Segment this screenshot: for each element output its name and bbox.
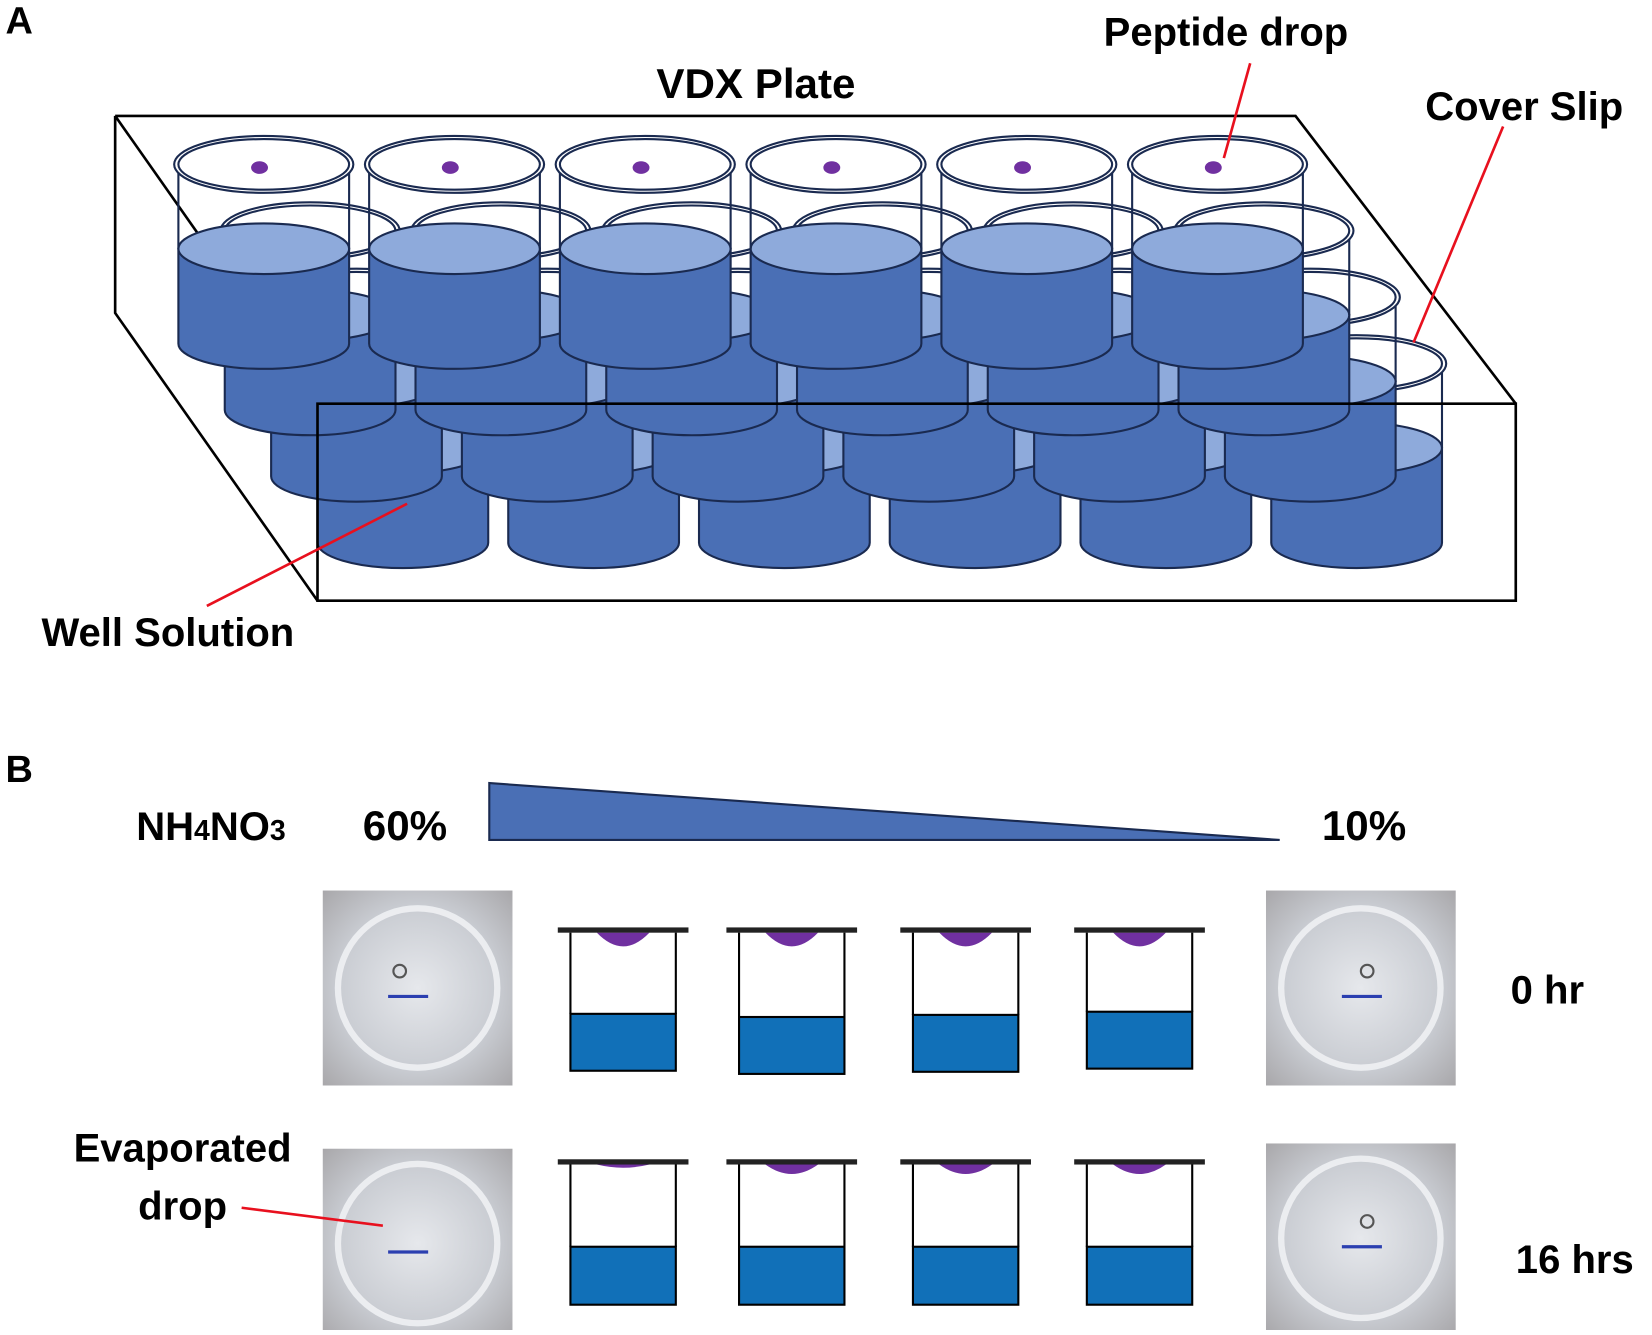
formula-part: 4 xyxy=(194,815,210,847)
formula-part: NH xyxy=(136,805,194,849)
peptide-drop xyxy=(632,161,650,174)
well-liquid xyxy=(569,1012,677,1072)
well-liquid xyxy=(940,247,1114,370)
well-wall xyxy=(911,932,1020,1015)
plate-title: VDX Plate xyxy=(656,60,855,107)
cover-slip xyxy=(557,927,689,933)
liquid-surface xyxy=(368,222,541,276)
well-wall xyxy=(1085,932,1194,1012)
cover-slip xyxy=(900,1159,1031,1165)
cover-slip xyxy=(726,927,858,933)
well-liquid xyxy=(1131,247,1304,370)
high-conc: 60% xyxy=(363,802,447,849)
well-liquid xyxy=(1085,1245,1194,1306)
well-wall xyxy=(738,1164,846,1247)
well xyxy=(554,134,736,370)
well-liquid xyxy=(368,247,541,370)
peptide-drop xyxy=(939,932,992,947)
peptide-drop xyxy=(251,161,268,174)
photo-well xyxy=(1278,905,1444,1071)
peptide-drop xyxy=(1113,1164,1166,1175)
well-liquid xyxy=(911,1013,1020,1073)
pointer xyxy=(1412,125,1505,344)
peptide-drop xyxy=(765,932,819,947)
photo-drop xyxy=(392,963,408,979)
well-liquid xyxy=(177,247,351,370)
well-wall xyxy=(569,932,677,1014)
cover-slip xyxy=(1074,1159,1205,1165)
photo-drop xyxy=(1359,1214,1375,1229)
liquid-surface xyxy=(1131,222,1304,276)
peptide-label: Peptide drop xyxy=(1104,10,1349,54)
peptide-drop xyxy=(823,161,841,174)
well-liquid xyxy=(738,1015,846,1075)
cover-slip-label: Cover Slip xyxy=(1425,85,1623,129)
photo-well xyxy=(1278,1155,1444,1322)
photo-well xyxy=(334,905,501,1071)
peptide-drop xyxy=(765,1164,819,1175)
time-label: 16 hrs xyxy=(1516,1238,1634,1282)
panel-label: B xyxy=(6,749,33,791)
pointer xyxy=(206,502,408,608)
well-wall xyxy=(569,1164,677,1247)
well xyxy=(745,134,927,370)
peptide-drop xyxy=(1113,932,1166,947)
well-liquid xyxy=(749,247,923,370)
well-liquid xyxy=(911,1245,1020,1306)
well-liquid xyxy=(738,1245,846,1306)
well-liquid xyxy=(558,247,732,370)
vdx-plate xyxy=(113,114,1518,603)
well xyxy=(363,134,546,370)
liquid-surface xyxy=(940,222,1114,276)
well-wall xyxy=(738,932,846,1017)
evaporated-label: Evaporated xyxy=(74,1126,292,1170)
well xyxy=(1126,134,1309,370)
formula: NH4NO3 xyxy=(136,805,286,849)
cover-slip xyxy=(1074,927,1205,933)
photo xyxy=(322,1148,513,1335)
pointer xyxy=(241,1206,384,1227)
photo xyxy=(1265,890,1456,1086)
liquid-surface xyxy=(177,222,351,276)
well xyxy=(936,134,1118,370)
formula-part: NO xyxy=(210,805,270,849)
cover-slip xyxy=(900,927,1031,933)
liquid-surface xyxy=(558,222,732,276)
well-solution-label: Well Solution xyxy=(41,611,294,655)
low-conc: 10% xyxy=(1322,802,1406,849)
time-label: 0 hr xyxy=(1511,968,1584,1012)
peptide-drop xyxy=(596,932,650,947)
well-wall xyxy=(911,1164,1020,1247)
panel-b-graphics xyxy=(322,781,1456,1335)
photo-well xyxy=(334,1160,501,1327)
well-liquid xyxy=(1085,1010,1194,1070)
cover-slip xyxy=(557,1159,689,1165)
well-wall xyxy=(1085,1164,1194,1247)
plate-edge xyxy=(316,402,1518,603)
peptide-drop xyxy=(939,1164,992,1175)
formula-part: 3 xyxy=(270,815,286,847)
liquid-surface xyxy=(749,222,923,276)
photo-drop xyxy=(1359,963,1375,979)
photo xyxy=(1265,1143,1456,1334)
panel-label: A xyxy=(6,1,33,43)
well xyxy=(173,134,355,370)
well-liquid xyxy=(569,1245,677,1306)
peptide-drop xyxy=(1014,161,1031,174)
peptide-drop xyxy=(1204,161,1222,174)
evaporated-label: drop xyxy=(138,1184,227,1228)
pointer xyxy=(1222,62,1252,159)
cover-slip xyxy=(726,1159,858,1165)
peptide-drop xyxy=(441,161,459,174)
peptide-drop xyxy=(596,1164,650,1168)
gradient-wedge xyxy=(488,781,1280,841)
photo xyxy=(322,890,513,1086)
